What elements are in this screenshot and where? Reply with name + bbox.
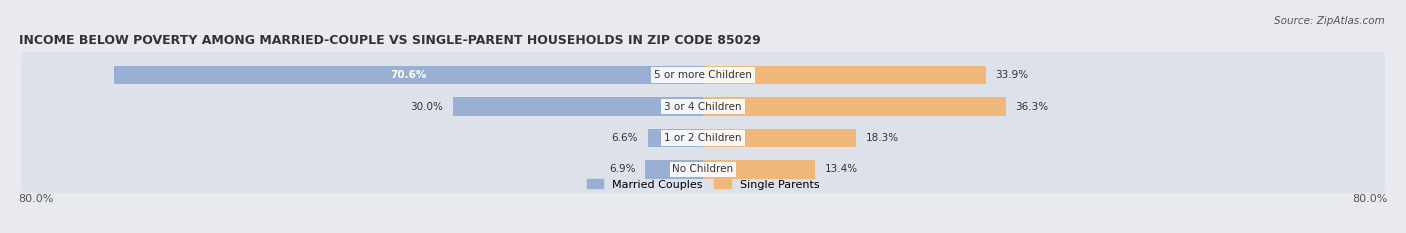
Bar <box>703 160 814 178</box>
Text: 33.9%: 33.9% <box>995 70 1029 80</box>
Bar <box>703 129 856 147</box>
Legend: Married Couples, Single Parents: Married Couples, Single Parents <box>581 174 825 195</box>
Text: INCOME BELOW POVERTY AMONG MARRIED-COUPLE VS SINGLE-PARENT HOUSEHOLDS IN ZIP COD: INCOME BELOW POVERTY AMONG MARRIED-COUPL… <box>20 34 761 47</box>
Text: Source: ZipAtlas.com: Source: ZipAtlas.com <box>1274 16 1385 26</box>
Text: No Children: No Children <box>672 164 734 175</box>
Bar <box>453 97 703 116</box>
Text: 36.3%: 36.3% <box>1015 102 1049 112</box>
Text: 13.4%: 13.4% <box>825 164 858 175</box>
Bar <box>648 129 703 147</box>
FancyBboxPatch shape <box>21 146 1385 193</box>
FancyBboxPatch shape <box>21 114 1385 161</box>
Text: 30.0%: 30.0% <box>411 102 443 112</box>
Text: 6.9%: 6.9% <box>609 164 636 175</box>
Bar <box>114 66 703 84</box>
Bar <box>703 66 986 84</box>
FancyBboxPatch shape <box>21 83 1385 130</box>
FancyBboxPatch shape <box>21 51 1385 99</box>
Text: 18.3%: 18.3% <box>866 133 898 143</box>
Text: 1 or 2 Children: 1 or 2 Children <box>664 133 742 143</box>
Bar <box>703 97 1005 116</box>
Text: 70.6%: 70.6% <box>391 70 427 80</box>
Text: 6.6%: 6.6% <box>612 133 638 143</box>
Text: 5 or more Children: 5 or more Children <box>654 70 752 80</box>
Text: 3 or 4 Children: 3 or 4 Children <box>664 102 742 112</box>
Bar <box>645 160 703 178</box>
